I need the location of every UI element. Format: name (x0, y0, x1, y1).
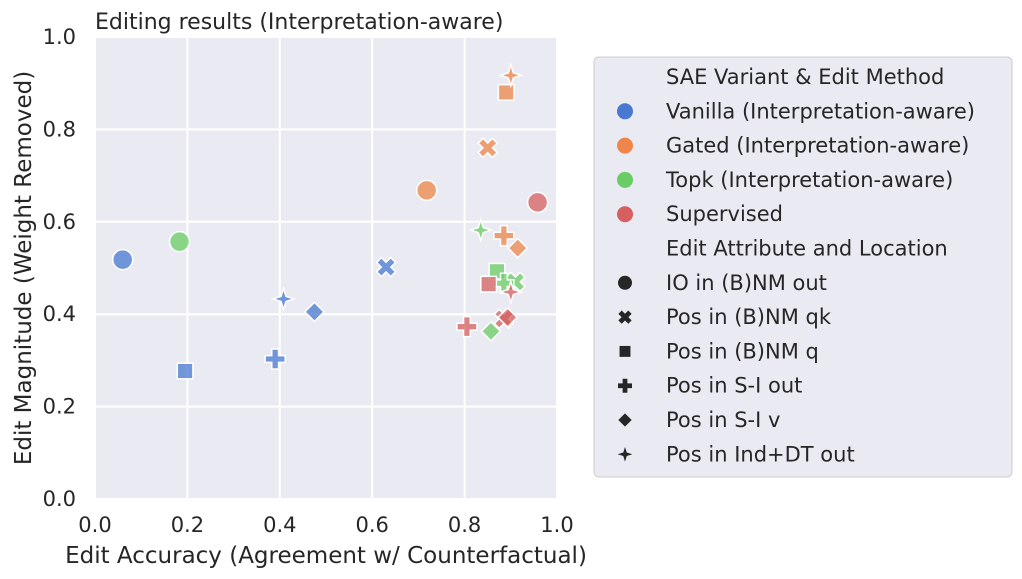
data-point (264, 348, 286, 370)
legend-variant-swatch (617, 171, 633, 188)
data-point (507, 237, 529, 259)
data-point (497, 279, 524, 306)
legend-marker-swatch (618, 378, 632, 393)
data-point (497, 306, 519, 328)
legend-marker-label: Pos in S-I out (666, 374, 802, 398)
chart-title: Editing results (Interpretation-aware) (95, 10, 503, 35)
data-points (111, 62, 549, 380)
y-tick-label: 0.4 (43, 302, 76, 326)
legend-variant-label: Supervised (666, 202, 783, 226)
y-tick-label: 1.0 (43, 25, 76, 49)
data-point (493, 224, 515, 247)
legend-variant-title: SAE Variant & Edit Method (666, 65, 944, 89)
data-point (497, 83, 515, 101)
y-tick-label: 0.8 (43, 117, 76, 141)
data-point (467, 217, 494, 244)
data-point (480, 320, 502, 342)
y-axis-label: Edit Magnitude (Weight Removed) (11, 71, 37, 465)
data-point (415, 179, 438, 202)
data-point (497, 62, 524, 89)
legend-marker-swatch (619, 345, 631, 357)
legend-marker-label: Pos in (B)NM q (666, 339, 819, 363)
legend-variant-swatch (617, 206, 633, 223)
data-point (111, 248, 134, 271)
legend-variant-swatch (617, 103, 633, 120)
data-point (480, 275, 498, 293)
y-tick-label: 0.0 (43, 487, 76, 511)
plot-area (95, 37, 557, 499)
y-tick-label: 0.6 (43, 210, 76, 234)
y-tick-label: 0.2 (43, 395, 76, 419)
x-tick-label: 0.4 (263, 513, 296, 537)
data-point (456, 315, 478, 338)
legend-marker-title: Edit Attribute and Location (666, 237, 948, 261)
x-tick-label: 0.6 (355, 513, 388, 537)
legend: SAE Variant & Edit Method Vanilla (Interp… (593, 56, 1013, 478)
x-tick-label: 1.0 (540, 513, 573, 537)
legend-box (593, 56, 1013, 478)
data-point (526, 191, 549, 214)
legend-variant-label: Gated (Interpretation-aware) (666, 134, 969, 158)
data-point (477, 137, 499, 159)
legend-marker-label: Pos in (B)NM qk (666, 305, 832, 329)
x-axis-label: Edit Accuracy (Agreement w/ Counterfactu… (65, 543, 587, 569)
data-point (303, 301, 326, 323)
y-tick-labels: 0.0 0.2 0.4 0.6 0.8 1.0 (43, 25, 76, 511)
legend-marker-swatch (618, 413, 632, 427)
legend-marker-label: IO in (B)NM out (666, 271, 827, 295)
legend-variant-label: Vanilla (Interpretation-aware) (666, 99, 975, 123)
legend-marker-swatch (618, 275, 632, 290)
legend-variant-label: Topk (Interpretation-aware) (665, 168, 953, 192)
legend-marker-label: Pos in Ind+DT out (666, 442, 855, 466)
x-tick-label: 0.8 (448, 513, 481, 537)
legend-variant-swatch (617, 137, 633, 154)
legend-marker-swatch (618, 310, 632, 324)
x-tick-label: 0.0 (78, 513, 111, 537)
data-point (270, 285, 297, 312)
legend-marker-label: Pos in S-I v (666, 408, 780, 432)
x-tick-labels: 0.0 0.2 0.4 0.6 0.8 1.0 (78, 513, 573, 537)
data-point (375, 256, 397, 278)
data-point (176, 362, 194, 380)
legend-marker-swatch (617, 446, 633, 462)
x-tick-label: 0.2 (171, 513, 204, 537)
data-point (168, 230, 191, 253)
